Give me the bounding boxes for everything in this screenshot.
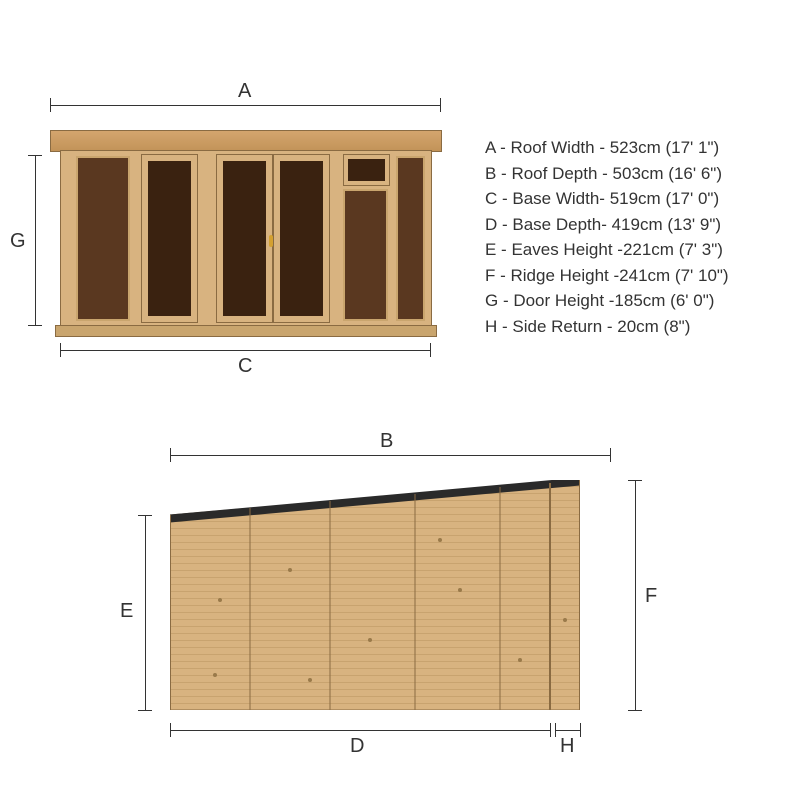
spec-row: A - Roof Width - 523cm (17' 1") — [485, 135, 729, 161]
dim-line-f — [635, 480, 636, 710]
dim-label-d: D — [350, 735, 364, 758]
window-right-lower — [343, 189, 388, 321]
dim-tick — [50, 98, 51, 112]
window-panel — [141, 154, 198, 323]
door-left — [216, 154, 273, 323]
door-glass — [223, 161, 266, 316]
window-left — [76, 156, 130, 321]
dim-tick — [610, 448, 611, 462]
transom-glass — [348, 159, 385, 181]
dim-tick — [628, 480, 642, 481]
side-elevation — [170, 480, 580, 710]
dim-line-a — [50, 105, 440, 106]
dim-tick — [580, 723, 581, 737]
dim-tick — [28, 155, 42, 156]
dim-label-a: A — [238, 80, 251, 103]
dim-line-c — [60, 350, 430, 351]
plinth — [55, 325, 437, 337]
dim-label-c: C — [238, 355, 252, 378]
dim-line-e — [145, 515, 146, 710]
dim-label-g: G — [10, 230, 26, 253]
spec-row: G - Door Height -185cm (6' 0") — [485, 288, 729, 314]
spec-row: F - Ridge Height -241cm (7' 10") — [485, 263, 729, 289]
front-elevation — [60, 130, 430, 330]
side-return-opening — [396, 156, 425, 321]
dim-tick — [138, 710, 152, 711]
dim-tick — [550, 723, 551, 737]
dim-tick — [628, 710, 642, 711]
spec-row: D - Base Depth- 419cm (13' 9") — [485, 212, 729, 238]
transom-window — [343, 154, 390, 186]
spec-row: E - Eaves Height -221cm (7' 3") — [485, 237, 729, 263]
dim-line-d — [170, 730, 550, 731]
dim-tick — [430, 343, 431, 357]
door-right — [273, 154, 330, 323]
window-glass — [148, 161, 191, 316]
dim-line-h — [555, 730, 580, 731]
dim-tick — [555, 723, 556, 737]
dim-label-f: F — [645, 585, 657, 608]
spec-list: A - Roof Width - 523cm (17' 1") B - Roof… — [485, 135, 729, 339]
dim-label-b: B — [380, 430, 393, 453]
dim-label-e: E — [120, 600, 133, 623]
dim-line-b — [170, 455, 610, 456]
wall-front — [60, 150, 432, 327]
spec-row: C - Base Width- 519cm (17' 0") — [485, 186, 729, 212]
dim-label-h: H — [560, 735, 574, 758]
dim-tick — [440, 98, 441, 112]
roof — [50, 130, 442, 152]
dim-tick — [170, 723, 171, 737]
dim-tick — [138, 515, 152, 516]
dim-tick — [60, 343, 61, 357]
spec-row: H - Side Return - 20cm (8") — [485, 314, 729, 340]
spec-row: B - Roof Depth - 503cm (16' 6") — [485, 161, 729, 187]
dim-line-g — [35, 155, 36, 325]
dim-tick — [170, 448, 171, 462]
door-glass — [280, 161, 323, 316]
dim-tick — [28, 325, 42, 326]
side-wall-svg — [170, 480, 580, 710]
